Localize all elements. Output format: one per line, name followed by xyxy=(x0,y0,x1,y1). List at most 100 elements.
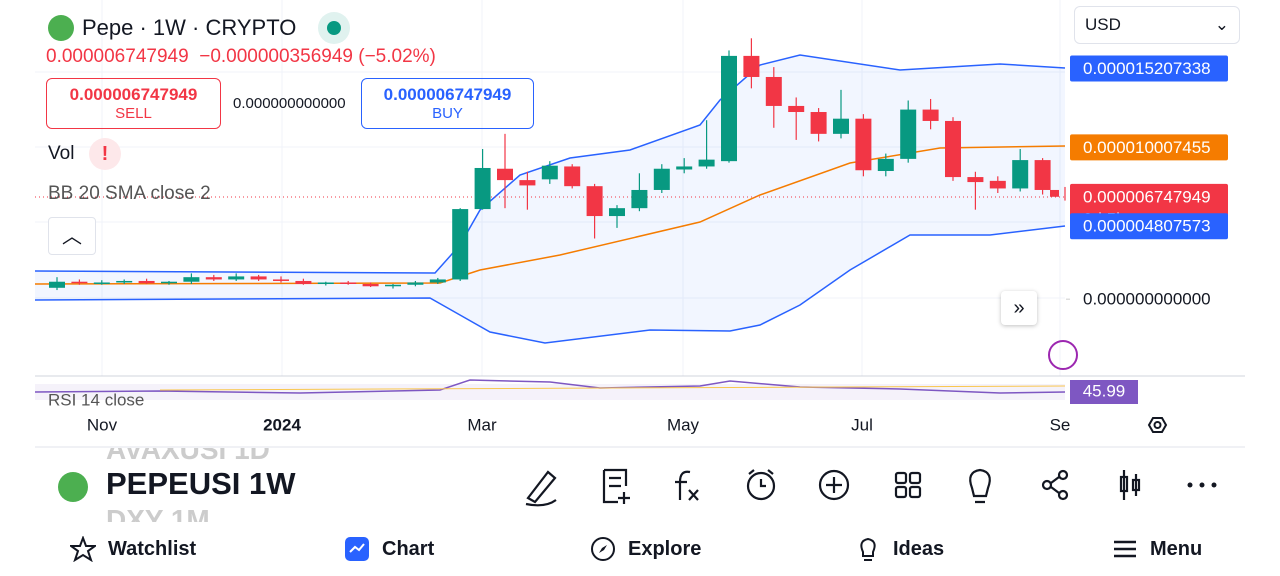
candle-body xyxy=(71,281,88,284)
prev-symbol[interactable]: AVAXUSI 1D xyxy=(106,448,270,466)
share-tool[interactable] xyxy=(1041,469,1069,501)
candle-body xyxy=(362,284,379,287)
spread: 0.000000000000 xyxy=(233,95,346,112)
candle-body xyxy=(900,109,917,159)
chart-icon xyxy=(345,537,369,561)
candle-body xyxy=(877,158,894,172)
settings-icon[interactable] xyxy=(1147,417,1168,433)
candle-body xyxy=(564,166,581,187)
sell-label: SELL xyxy=(115,105,152,122)
time-label: May xyxy=(667,415,700,434)
grid xyxy=(35,0,1065,376)
indicators-tool[interactable] xyxy=(675,470,699,501)
symbol-name: PEPEUSI xyxy=(106,466,241,501)
collapse-button[interactable]: ︿ xyxy=(48,217,96,255)
candle-body xyxy=(273,279,289,281)
candle-body xyxy=(295,280,312,284)
nav-watchlist[interactable]: Watchlist xyxy=(70,536,196,562)
nav-ideas[interactable]: Ideas xyxy=(855,536,944,562)
chart-pane: 45.99 RSI 14 close 0.000015207338 0.00001… xyxy=(34,0,1245,448)
candle-body xyxy=(93,282,110,284)
symbol-name: DXY xyxy=(106,504,164,522)
ideas-tool[interactable] xyxy=(969,468,991,504)
candle-body xyxy=(765,76,782,106)
candle-body xyxy=(676,166,693,170)
next-symbol[interactable]: DXY 1M xyxy=(106,504,210,522)
candle-body xyxy=(250,276,267,280)
price-label: 0.000004807573 xyxy=(1083,217,1211,236)
nav-explore[interactable]: Explore xyxy=(590,536,701,562)
rsi-label: RSI 14 close xyxy=(48,390,144,409)
candle-body xyxy=(497,168,513,181)
currency: USD xyxy=(1085,15,1121,34)
time-label: Nov xyxy=(87,415,118,434)
candle-body xyxy=(586,186,603,217)
compass-icon xyxy=(591,537,615,561)
candle-body xyxy=(945,120,961,178)
time-label: Jul xyxy=(851,415,873,434)
candle-body xyxy=(317,282,334,284)
bb-lower xyxy=(34,225,1066,344)
candle-body xyxy=(967,177,984,183)
buy-button[interactable]: 0.000006747949 BUY xyxy=(361,78,534,129)
sell-price: 0.000006747949 xyxy=(69,85,198,104)
price-line: 0.000006747949 −0.000000356949 (−5.02%) xyxy=(46,46,436,68)
nav-label: Chart xyxy=(382,537,435,560)
add-tool[interactable] xyxy=(818,469,850,501)
bb-label: BB 20 SMA close 2 xyxy=(48,183,211,204)
candle-body xyxy=(743,55,760,77)
interval: 1D xyxy=(234,448,270,465)
change: −0.000000356949 (−5.02%) xyxy=(199,46,436,67)
candle-body xyxy=(833,118,849,134)
candle-body xyxy=(429,279,446,283)
vol-warning[interactable]: ! xyxy=(89,138,121,170)
candle-body xyxy=(474,167,491,210)
price-tag xyxy=(1070,55,1228,82)
price: 0.000006747949 xyxy=(46,46,189,67)
nav-chart[interactable]: Chart xyxy=(344,536,434,562)
more-tool[interactable] xyxy=(1187,482,1217,488)
candle-body xyxy=(788,105,805,113)
candle-body xyxy=(340,282,357,284)
rsi-ma xyxy=(159,385,1066,391)
symbol-header: Pepe · 1W · CRYPTO xyxy=(48,12,351,44)
pepe-icon xyxy=(58,472,88,502)
candle-body xyxy=(116,280,133,283)
candle-body xyxy=(922,109,939,121)
toolbar: AVAXUSI 1D PEPEUSI 1W DXY 1M xyxy=(0,448,1280,522)
current-symbol[interactable]: PEPEUSI 1W xyxy=(106,466,296,502)
alert-icon[interactable] xyxy=(1048,340,1078,370)
candle-body xyxy=(989,180,1006,189)
sell-button[interactable]: 0.000006747949 SELL xyxy=(46,78,221,129)
candle-body xyxy=(452,209,469,280)
currency-select[interactable]: USD ⌄ xyxy=(1074,6,1240,44)
nav-label: Ideas xyxy=(893,537,945,560)
price-label: 0.000015207338 xyxy=(1083,59,1211,78)
draw-tool[interactable] xyxy=(525,470,557,507)
chart-type-tool[interactable] xyxy=(1119,470,1141,500)
rsi-value: 45.99 xyxy=(1083,381,1126,400)
buy-label: BUY xyxy=(432,105,463,122)
candle-body xyxy=(810,112,827,134)
alert-tool[interactable] xyxy=(746,469,776,501)
candle-body xyxy=(407,282,424,285)
candle-body xyxy=(1034,160,1051,190)
candle-body xyxy=(653,168,670,190)
interval: 1W xyxy=(249,466,296,501)
candle-body xyxy=(1012,160,1029,189)
candle-body xyxy=(183,277,200,282)
rsi-band xyxy=(35,384,1065,400)
layout-tool[interactable] xyxy=(894,471,922,499)
price-tag xyxy=(1070,213,1228,240)
candle-body xyxy=(138,280,155,284)
scroll-right[interactable]: » xyxy=(1001,291,1037,325)
candle-body xyxy=(698,159,715,167)
candle-body xyxy=(519,180,536,186)
notes-tool[interactable] xyxy=(602,468,630,504)
market-status[interactable] xyxy=(318,12,351,44)
nav-menu[interactable]: Menu xyxy=(1112,536,1202,562)
symbol-name: AVAXUSI xyxy=(106,448,227,465)
candle-body xyxy=(631,189,648,209)
star-icon xyxy=(70,536,96,562)
